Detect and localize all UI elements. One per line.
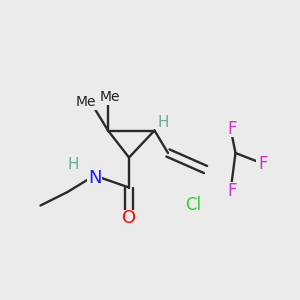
Text: H: H <box>67 157 79 172</box>
FancyBboxPatch shape <box>156 114 171 131</box>
Text: Cl: Cl <box>185 196 202 214</box>
FancyBboxPatch shape <box>224 182 240 199</box>
Text: Me: Me <box>75 95 96 109</box>
FancyBboxPatch shape <box>87 169 102 186</box>
Text: N: N <box>88 169 101 187</box>
Text: Me: Me <box>99 90 120 104</box>
FancyBboxPatch shape <box>121 210 137 227</box>
FancyBboxPatch shape <box>73 94 98 110</box>
Text: F: F <box>227 120 237 138</box>
FancyBboxPatch shape <box>224 121 240 137</box>
Text: H: H <box>158 115 169 130</box>
FancyBboxPatch shape <box>256 156 271 173</box>
FancyBboxPatch shape <box>181 196 206 213</box>
Text: O: O <box>122 209 136 227</box>
Text: F: F <box>259 155 268 173</box>
Text: F: F <box>227 182 237 200</box>
FancyBboxPatch shape <box>97 88 122 105</box>
FancyBboxPatch shape <box>65 156 81 173</box>
